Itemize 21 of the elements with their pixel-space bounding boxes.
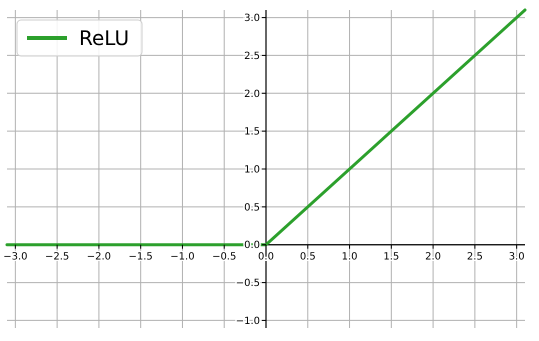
x-tick-label: −0.5 bbox=[212, 252, 236, 263]
y-tick-label: 0.5 bbox=[244, 202, 260, 214]
y-tick-label: 3.0 bbox=[244, 13, 260, 24]
x-tick-label: 0.5 bbox=[300, 252, 316, 263]
x-tick-label: 2.0 bbox=[425, 252, 442, 263]
y-tick-label: 2.5 bbox=[244, 50, 260, 62]
legend-label: ReLU bbox=[79, 26, 130, 50]
x-tick-label: −2.5 bbox=[44, 252, 70, 263]
x-tick-label: −1.0 bbox=[170, 252, 195, 263]
y-tick-label: −1.0 bbox=[236, 316, 260, 327]
x-tick-label: 2.5 bbox=[466, 252, 483, 263]
x-tick-label: −1.5 bbox=[128, 252, 153, 263]
x-tick-label: −2.0 bbox=[86, 252, 112, 263]
x-tick-label: 1.5 bbox=[383, 252, 400, 263]
y-tick-label: 2.0 bbox=[244, 88, 260, 100]
x-tick-label: 1.0 bbox=[342, 252, 358, 263]
x-tick-label: 3.0 bbox=[508, 252, 525, 263]
y-tick-label: 1.0 bbox=[244, 164, 260, 176]
y-tick-label: 1.5 bbox=[244, 126, 260, 138]
y-tick-label: −0.5 bbox=[236, 278, 260, 290]
x-tick-label: −3.0 bbox=[3, 252, 28, 263]
